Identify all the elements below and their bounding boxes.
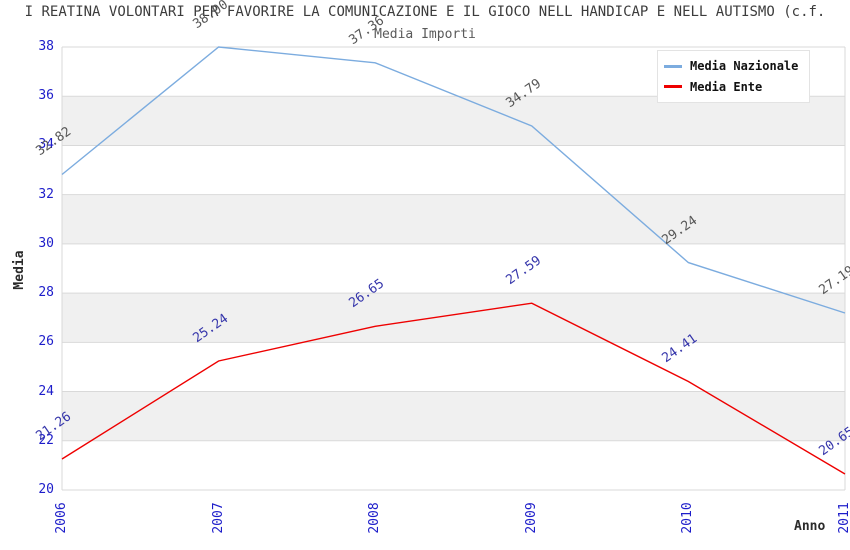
legend-label: Media Ente xyxy=(690,79,763,94)
y-tick: 30 xyxy=(38,235,54,251)
x-tick: 2008 xyxy=(367,502,383,534)
legend-label: Media Nazionale xyxy=(690,59,799,74)
legend: Media Nazionale Media Ente xyxy=(657,50,810,103)
line-media-nazionale xyxy=(61,46,846,314)
y-tick: 26 xyxy=(38,334,54,350)
y-axis-title: Media xyxy=(12,250,27,290)
x-tick: 2007 xyxy=(210,502,226,534)
y-tick: 34 xyxy=(38,137,54,153)
chart-subtitle: Media Importi xyxy=(374,27,476,42)
y-tick: 22 xyxy=(38,432,54,448)
legend-item-media-ente: Media Ente xyxy=(664,80,803,94)
x-tick: 2010 xyxy=(680,502,696,534)
y-tick: 20 xyxy=(38,481,54,497)
legend-item-media-nazionale: Media Nazionale xyxy=(664,59,803,73)
y-tick: 38 xyxy=(38,39,54,54)
x-tick: 2011 xyxy=(837,502,850,534)
x-tick: 2009 xyxy=(523,502,539,534)
line-media-ente xyxy=(61,302,846,475)
line-swatch-ente-icon xyxy=(664,85,682,89)
y-tick: 32 xyxy=(38,186,54,202)
x-tick: 2006 xyxy=(54,502,69,534)
y-tick: 28 xyxy=(38,285,54,301)
chart-title: I REATINA VOLONTARI PER FAVORIRE LA COMU… xyxy=(24,4,826,20)
y-tick: 24 xyxy=(38,383,54,399)
y-tick: 36 xyxy=(38,88,54,104)
plot-bands xyxy=(62,47,845,490)
gridlines xyxy=(61,46,846,491)
x-axis-title: Anno xyxy=(794,519,826,534)
line-swatch-nazionale-icon xyxy=(664,64,682,68)
